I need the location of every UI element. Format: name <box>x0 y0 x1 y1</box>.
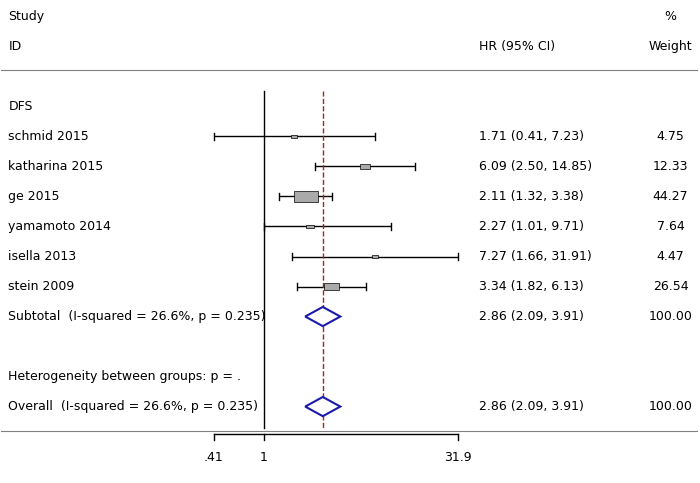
Bar <box>306 225 314 228</box>
Text: DFS: DFS <box>8 100 33 113</box>
Text: Heterogeneity between groups: p = .: Heterogeneity between groups: p = . <box>8 370 241 383</box>
Bar <box>323 283 340 290</box>
Text: Study: Study <box>8 10 45 23</box>
Text: 1.71 (0.41, 7.23): 1.71 (0.41, 7.23) <box>479 130 584 143</box>
Text: katharina 2015: katharina 2015 <box>8 160 104 173</box>
Text: 4.47: 4.47 <box>657 250 685 263</box>
Text: 6.09 (2.50, 14.85): 6.09 (2.50, 14.85) <box>479 160 592 173</box>
Polygon shape <box>305 307 340 326</box>
Text: 2.27 (1.01, 9.71): 2.27 (1.01, 9.71) <box>479 220 584 233</box>
Text: .41: .41 <box>204 451 224 464</box>
Text: ge 2015: ge 2015 <box>8 190 60 203</box>
Text: Overall  (I-squared = 26.6%, p = 0.235): Overall (I-squared = 26.6%, p = 0.235) <box>8 400 258 413</box>
Bar <box>372 255 378 258</box>
Text: 2.11 (1.32, 3.38): 2.11 (1.32, 3.38) <box>479 190 584 203</box>
Text: ID: ID <box>8 40 22 53</box>
Text: 31.9: 31.9 <box>444 451 472 464</box>
Bar <box>290 135 297 138</box>
Text: isella 2013: isella 2013 <box>8 250 76 263</box>
Text: 44.27: 44.27 <box>652 190 688 203</box>
Text: HR (95% CI): HR (95% CI) <box>479 40 555 53</box>
Text: 2.86 (2.09, 3.91): 2.86 (2.09, 3.91) <box>479 310 584 323</box>
Text: 2.86 (2.09, 3.91): 2.86 (2.09, 3.91) <box>479 400 584 413</box>
Polygon shape <box>305 397 340 416</box>
Text: Subtotal  (I-squared = 26.6%, p = 0.235): Subtotal (I-squared = 26.6%, p = 0.235) <box>8 310 266 323</box>
Text: 7.64: 7.64 <box>657 220 685 233</box>
Text: schmid 2015: schmid 2015 <box>8 130 89 143</box>
Text: 26.54: 26.54 <box>652 280 688 293</box>
Text: 1: 1 <box>260 451 268 464</box>
Bar <box>294 191 318 202</box>
Text: 4.75: 4.75 <box>657 130 685 143</box>
Text: %: % <box>664 10 676 23</box>
Text: 12.33: 12.33 <box>652 160 688 173</box>
Text: 3.34 (1.82, 6.13): 3.34 (1.82, 6.13) <box>479 280 584 293</box>
Text: stein 2009: stein 2009 <box>8 280 75 293</box>
Text: 100.00: 100.00 <box>649 400 692 413</box>
Text: yamamoto 2014: yamamoto 2014 <box>8 220 111 233</box>
Bar <box>360 164 370 169</box>
Text: 100.00: 100.00 <box>649 310 692 323</box>
Text: Weight: Weight <box>649 40 692 53</box>
Text: 7.27 (1.66, 31.91): 7.27 (1.66, 31.91) <box>479 250 592 263</box>
